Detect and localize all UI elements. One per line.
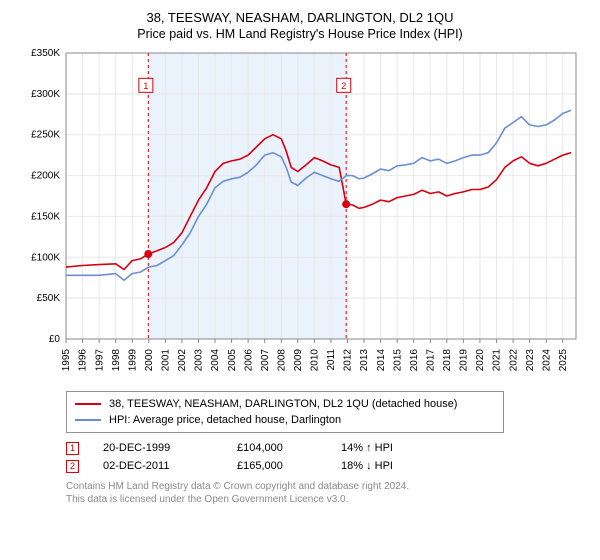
legend-label-series1: 38, TEESWAY, NEASHAM, DARLINGTON, DL2 1Q… <box>109 398 457 410</box>
svg-text:2018: 2018 <box>442 349 453 372</box>
sale-hpi: 18% ↓ HPI <box>341 460 431 472</box>
legend-swatch-series1 <box>75 403 101 405</box>
svg-text:£50K: £50K <box>37 293 61 304</box>
svg-text:2015: 2015 <box>392 349 403 372</box>
svg-text:£350K: £350K <box>31 48 60 59</box>
svg-text:£0: £0 <box>49 334 61 345</box>
svg-text:2003: 2003 <box>194 349 205 372</box>
svg-text:£200K: £200K <box>31 171 60 182</box>
sale-price: £104,000 <box>237 442 317 454</box>
page-container: 38, TEESWAY, NEASHAM, DARLINGTON, DL2 1Q… <box>0 0 600 560</box>
svg-text:2004: 2004 <box>210 349 221 372</box>
sale-price: £165,000 <box>237 460 317 472</box>
svg-text:2002: 2002 <box>177 349 188 372</box>
disclaimer-line-2: This data is licensed under the Open Gov… <box>66 494 586 507</box>
sale-marker-icon: 1 <box>66 442 79 455</box>
svg-text:2010: 2010 <box>310 349 321 372</box>
disclaimer-line-1: Contains HM Land Registry data © Crown c… <box>66 481 586 494</box>
svg-text:2017: 2017 <box>425 349 436 372</box>
svg-text:2009: 2009 <box>293 349 304 372</box>
svg-text:1998: 1998 <box>111 349 122 372</box>
legend-row-series1: 38, TEESWAY, NEASHAM, DARLINGTON, DL2 1Q… <box>75 396 495 412</box>
page-title: 38, TEESWAY, NEASHAM, DARLINGTON, DL2 1Q… <box>14 10 586 25</box>
svg-text:2005: 2005 <box>227 349 238 372</box>
svg-text:2025: 2025 <box>558 349 569 372</box>
svg-text:2016: 2016 <box>409 349 420 372</box>
svg-text:2008: 2008 <box>276 349 287 372</box>
legend-box: 38, TEESWAY, NEASHAM, DARLINGTON, DL2 1Q… <box>66 391 504 433</box>
svg-text:2: 2 <box>341 81 346 91</box>
svg-text:2020: 2020 <box>475 349 486 372</box>
svg-text:2000: 2000 <box>144 349 155 372</box>
sales-row: 2 02-DEC-2011 £165,000 18% ↓ HPI <box>66 457 586 475</box>
svg-text:£250K: £250K <box>31 130 60 141</box>
svg-text:1996: 1996 <box>78 349 89 372</box>
svg-text:£300K: £300K <box>31 89 60 100</box>
legend-label-series2: HPI: Average price, detached house, Darl… <box>109 414 341 426</box>
svg-text:2006: 2006 <box>243 349 254 372</box>
page-subtitle: Price paid vs. HM Land Registry's House … <box>14 27 586 41</box>
svg-text:2001: 2001 <box>161 349 172 372</box>
svg-text:£100K: £100K <box>31 252 60 263</box>
sales-table: 1 20-DEC-1999 £104,000 14% ↑ HPI 2 02-DE… <box>66 439 586 475</box>
svg-text:2019: 2019 <box>459 349 470 372</box>
sale-hpi: 14% ↑ HPI <box>341 442 431 454</box>
svg-text:1997: 1997 <box>94 349 105 372</box>
disclaimer: Contains HM Land Registry data © Crown c… <box>66 481 586 506</box>
svg-text:2014: 2014 <box>376 349 387 372</box>
svg-text:2023: 2023 <box>525 349 536 372</box>
svg-text:2021: 2021 <box>492 349 503 372</box>
svg-text:1999: 1999 <box>127 349 138 372</box>
sale-date: 02-DEC-2011 <box>103 460 213 472</box>
svg-text:2007: 2007 <box>260 349 271 372</box>
legend-swatch-series2 <box>75 419 101 421</box>
sale-date: 20-DEC-1999 <box>103 442 213 454</box>
sale-marker-icon: 2 <box>66 460 79 473</box>
sales-row: 1 20-DEC-1999 £104,000 14% ↑ HPI <box>66 439 586 457</box>
svg-text:2022: 2022 <box>508 349 519 372</box>
price-chart: £0 £50K £100K £150K £200K £250K £300K £350K 1995… <box>14 47 586 385</box>
svg-text:2012: 2012 <box>343 349 354 372</box>
svg-text:1: 1 <box>143 81 148 91</box>
svg-text:1995: 1995 <box>61 349 72 372</box>
svg-text:£150K: £150K <box>31 211 60 222</box>
svg-text:2013: 2013 <box>359 349 370 372</box>
svg-text:2024: 2024 <box>541 349 552 372</box>
svg-text:2011: 2011 <box>326 349 337 371</box>
legend-row-series2: HPI: Average price, detached house, Darl… <box>75 412 495 428</box>
